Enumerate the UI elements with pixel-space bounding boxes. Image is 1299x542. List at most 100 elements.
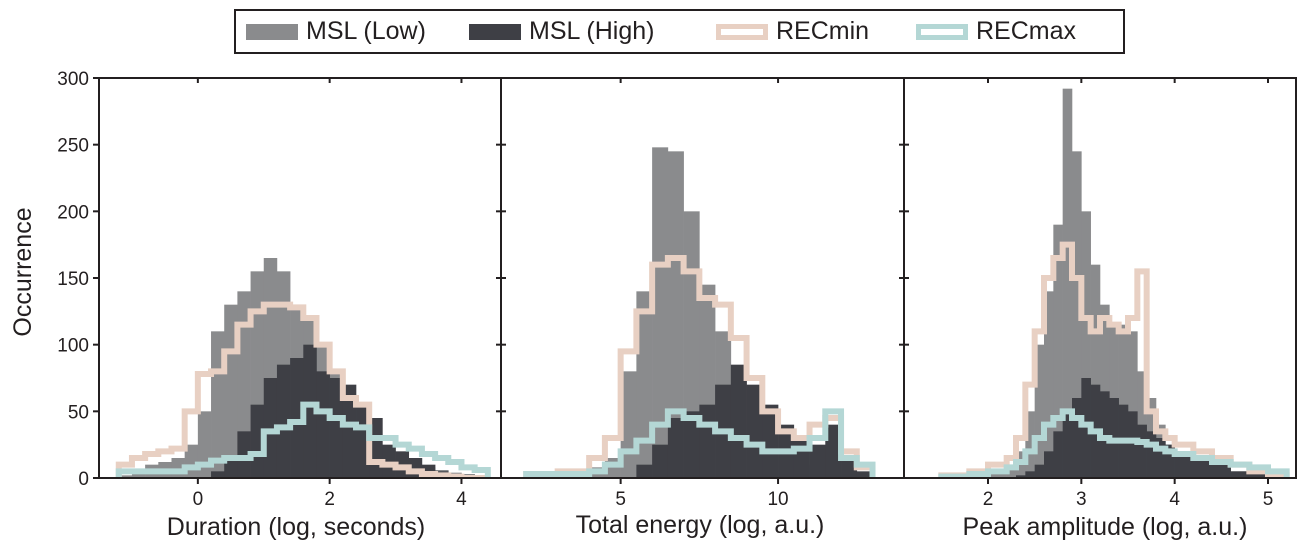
bar-msl-high <box>1072 398 1082 478</box>
x-tick-label: 5 <box>615 489 626 510</box>
legend-item-msl-high: MSL (High) <box>469 11 655 52</box>
bar-msl-high <box>1137 424 1147 478</box>
bar-msl-low <box>1100 304 1110 478</box>
bar-msl-high <box>224 458 238 478</box>
bar-msl-high <box>1249 474 1269 478</box>
legend-item-recmin: RECmin <box>716 11 869 52</box>
bar-msl-high <box>1174 451 1194 478</box>
bar-msl-high <box>303 344 317 478</box>
bar-msl-high <box>730 364 747 478</box>
panel-3-plot <box>938 88 1290 478</box>
bar-msl-low <box>1006 464 1017 478</box>
bar-msl-low <box>667 151 684 478</box>
bar-msl-low <box>1053 224 1063 478</box>
bar-msl-high <box>356 404 370 478</box>
bar-msl-high <box>667 418 684 478</box>
bar-msl-high <box>825 424 842 478</box>
bar-msl-high <box>263 378 278 478</box>
bar-msl-low <box>988 471 1007 478</box>
panel-3: 2 3 4 5 <box>903 77 1297 510</box>
bar-msl-low <box>652 147 669 478</box>
panel-1-plot <box>115 258 491 478</box>
series-recmin-outline <box>115 301 488 478</box>
bar-msl-low <box>1081 211 1091 478</box>
bar-msl-high <box>237 431 251 478</box>
bar-msl-high <box>1230 471 1250 478</box>
bar-msl-low <box>1118 324 1129 478</box>
y-tick-label: 300 <box>57 69 89 90</box>
legend-label-recmin: RECmin <box>776 17 870 45</box>
y-axis-title: Occurrence <box>9 207 37 336</box>
x-tick-label: 3 <box>1076 489 1087 510</box>
bar-msl-high <box>290 358 304 478</box>
x-tick-label: 2 <box>983 489 994 510</box>
legend-label-recmax: RECmax <box>976 17 1077 45</box>
bar-msl-high <box>841 458 858 478</box>
bar-msl-low <box>1128 331 1138 478</box>
bar-msl-high <box>1044 451 1054 478</box>
bar-msl-low <box>1090 264 1101 478</box>
bar-msl-low <box>211 331 225 478</box>
bar-msl-low <box>1034 344 1045 478</box>
legend-label-msl-low: MSL (Low) <box>306 17 426 45</box>
panel-2: 5 10 <box>500 77 905 510</box>
bar-msl-high <box>1128 411 1138 478</box>
bar-msl-low <box>1025 411 1035 478</box>
bar-msl-high <box>276 364 291 478</box>
bar-msl-high <box>1100 391 1110 478</box>
legend-item-msl-low: MSL (Low) <box>246 11 426 52</box>
bar-msl-high <box>652 444 669 478</box>
legend-swatch-recmax <box>916 23 968 40</box>
y-tick-label: 200 <box>57 202 89 223</box>
x-tick-label: 4 <box>456 489 467 510</box>
series-recmax-outline <box>938 408 1290 478</box>
bar-msl-high <box>746 384 763 478</box>
bar-msl-high <box>1165 444 1175 478</box>
bar-msl-low <box>224 304 238 478</box>
panel-1: 0 2 4 0 50 100 150 200 250 300 <box>57 69 502 510</box>
x-axis-title-energy: Total energy (log, a.u.) <box>576 511 825 539</box>
bar-msl-low <box>1062 88 1073 478</box>
bar-msl-high <box>1025 471 1035 478</box>
bar-msl-high <box>1053 431 1063 478</box>
bar-msl-low <box>1072 151 1082 478</box>
panel-2-plot <box>523 147 876 478</box>
bar-msl-high <box>329 378 344 478</box>
bar-msl-high <box>683 411 700 478</box>
bar-msl-high <box>1081 378 1091 478</box>
bar-msl-high <box>1156 438 1166 478</box>
x-axis-title-duration: Duration (log, seconds) <box>167 513 425 541</box>
bar-msl-high <box>1193 458 1213 478</box>
bar-msl-high <box>382 444 396 478</box>
bar-msl-high <box>316 371 330 478</box>
bar-msl-low <box>636 291 653 478</box>
legend-swatch-msl-high <box>469 23 521 40</box>
bar-msl-high <box>211 471 225 478</box>
bar-msl-high <box>342 384 357 478</box>
legend-swatch-recmin <box>716 23 768 40</box>
x-tick-label: 5 <box>1263 489 1274 510</box>
series-msl-high <box>211 344 475 478</box>
series-recmax-outline <box>523 408 876 478</box>
bar-msl-high <box>250 404 265 478</box>
x-tick-label: 10 <box>767 489 788 510</box>
bar-msl-high <box>762 404 779 478</box>
x-tick-label: 2 <box>324 489 335 510</box>
y-tick-label: 150 <box>57 269 89 290</box>
bar-msl-high <box>636 464 653 478</box>
bar-msl-low <box>1044 291 1054 478</box>
y-tick-label: 0 <box>78 469 89 490</box>
y-tick-label: 250 <box>57 136 89 157</box>
bar-msl-high <box>1146 431 1157 478</box>
bar-msl-high <box>1212 464 1231 478</box>
y-tick-label: 50 <box>68 402 89 423</box>
bar-msl-high <box>809 444 826 478</box>
x-tick-label: 4 <box>1169 489 1180 510</box>
legend-swatch-msl-low <box>246 23 298 40</box>
legend: MSL (Low) MSL (High) RECmin RECmax <box>234 9 1125 54</box>
bar-msl-high <box>856 471 873 478</box>
bar-msl-high <box>1016 475 1026 478</box>
bar-msl-high <box>1034 464 1045 478</box>
legend-label-msl-high: MSL (High) <box>529 17 655 45</box>
